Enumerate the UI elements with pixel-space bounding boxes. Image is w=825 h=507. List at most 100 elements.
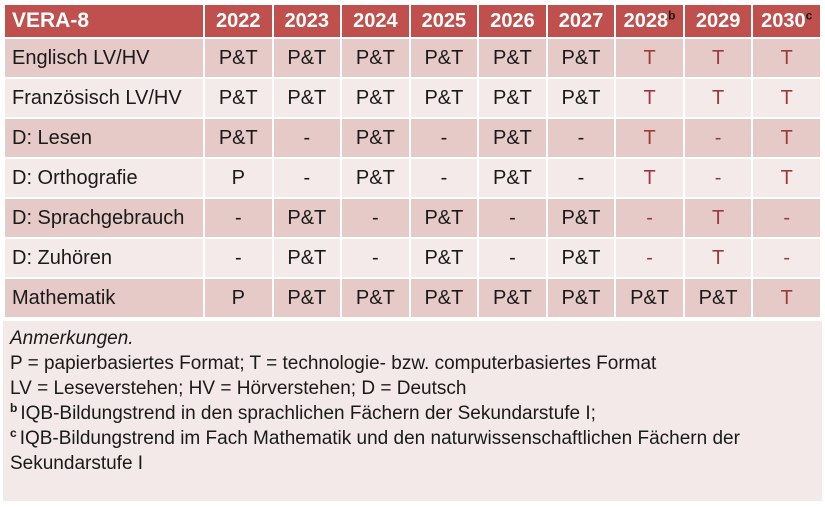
year-header-cell: 2026: [477, 3, 548, 39]
row-label-cell: D: Orthografie: [3, 157, 205, 199]
footnote-marker: c: [805, 7, 813, 22]
format-value-cell: -: [682, 117, 754, 159]
table-row: Englisch LV/HV P&T P&T P&T P&T P&T P&T T T T: [3, 37, 822, 79]
format-value-cell: -: [408, 157, 480, 199]
format-value-cell: T: [682, 77, 754, 119]
year-header-cell: 2029: [682, 3, 754, 39]
format-value-cell: P&T: [203, 77, 274, 119]
table-row: D: Lesen P&T - P&T - P&T - T - T: [3, 117, 822, 159]
format-value-cell: P&T: [545, 77, 617, 119]
format-value-cell: P&T: [271, 197, 343, 239]
table-row: D: Zuhören - P&T - P&T - P&T - T -: [3, 237, 822, 279]
note-line: P = papierbasiertes Format; T = technolo…: [10, 353, 657, 374]
format-value-cell: -: [751, 237, 822, 279]
table-row: D: Orthografie P - P&T - P&T - T - T: [3, 157, 822, 199]
format-value-cell: T: [751, 157, 822, 199]
format-value-cell: T: [682, 197, 754, 239]
row-label-cell: D: Sprachgebrauch: [3, 197, 205, 239]
footnote-marker: c: [10, 425, 17, 440]
format-value-cell: P&T: [271, 37, 343, 79]
format-value-cell: -: [203, 237, 274, 279]
format-value-cell: P&T: [271, 277, 343, 319]
format-value-cell: P&T: [477, 37, 548, 79]
note-line: c IQB-Bildungstrend im Fach Mathematik un…: [10, 425, 740, 474]
format-value-cell: -: [408, 117, 480, 159]
format-value-cell: P&T: [203, 117, 274, 159]
footnote-marker: b: [10, 400, 18, 415]
format-value-cell: -: [545, 157, 617, 199]
format-value-cell: T: [614, 157, 685, 199]
format-value-cell: P&T: [340, 117, 411, 159]
year-header-cell: 2023: [271, 3, 343, 39]
format-value-cell: P&T: [408, 277, 480, 319]
format-value-cell: T: [682, 37, 754, 79]
row-label-cell: Englisch LV/HV: [3, 37, 205, 79]
format-value-cell: P&T: [545, 237, 617, 279]
format-value-cell: -: [271, 157, 343, 199]
format-value-cell: P&T: [340, 157, 411, 199]
format-value-cell: T: [751, 117, 822, 159]
format-value-cell: -: [545, 117, 617, 159]
format-value-cell: P&T: [340, 277, 411, 319]
row-label-cell: Mathematik: [3, 277, 205, 319]
format-value-cell: -: [614, 197, 685, 239]
format-value-cell: -: [614, 237, 685, 279]
format-value-cell: T: [614, 37, 685, 79]
row-label-cell: Französisch LV/HV: [3, 77, 205, 119]
format-value-cell: -: [477, 197, 548, 239]
format-value-cell: P&T: [408, 37, 480, 79]
format-value-cell: P&T: [477, 117, 548, 159]
notes-section: Anmerkungen. P = papierbasiertes Format; …: [3, 321, 822, 501]
table-row: D: Sprachgebrauch - P&T - P&T - P&T - T -: [3, 197, 822, 239]
format-value-cell: T: [751, 37, 822, 79]
format-value-cell: P: [203, 277, 274, 319]
note-line: LV = Leseverstehen; HV = Hörverstehen; D…: [10, 378, 467, 399]
format-value-cell: P&T: [271, 237, 343, 279]
format-value-cell: P&T: [477, 277, 548, 319]
note-line: b IQB-Bildungstrend in den sprachlichen F…: [10, 400, 596, 424]
format-value-cell: P&T: [340, 77, 411, 119]
format-value-cell: -: [340, 237, 411, 279]
year-header-cell: 2030c: [751, 3, 822, 39]
row-label-cell: D: Zuhören: [3, 237, 205, 279]
footnote-marker: b: [668, 7, 676, 22]
format-value-cell: P&T: [614, 277, 685, 319]
table-title-cell: VERA-8: [3, 3, 205, 39]
format-value-cell: P&T: [408, 77, 480, 119]
format-value-cell: P&T: [477, 77, 548, 119]
format-value-cell: P&T: [340, 37, 411, 79]
row-label-cell: D: Lesen: [3, 117, 205, 159]
notes-title: Anmerkungen.: [10, 328, 134, 349]
table-row: Französisch LV/HV P&T P&T P&T P&T P&T P&T T T T: [3, 77, 822, 119]
format-value-cell: -: [477, 237, 548, 279]
format-value-cell: P: [203, 157, 274, 199]
year-header-cell: 2027: [545, 3, 617, 39]
format-value-cell: P&T: [545, 197, 617, 239]
format-value-cell: T: [614, 77, 685, 119]
format-value-cell: P&T: [408, 197, 480, 239]
format-value-cell: P&T: [477, 157, 548, 199]
format-value-cell: -: [682, 157, 754, 199]
table-header-row: VERA-8 2022 2023 2024 2025 2026 2027 2028b 2029…: [3, 3, 822, 39]
format-value-cell: P&T: [271, 77, 343, 119]
table-row: Mathematik P P&T P&T P&T P&T P&T P&T P&T T: [3, 277, 822, 319]
format-value-cell: P&T: [545, 277, 617, 319]
format-value-cell: -: [271, 117, 343, 159]
format-value-cell: -: [203, 197, 274, 239]
format-value-cell: P&T: [203, 37, 274, 79]
format-value-cell: T: [751, 277, 822, 319]
format-value-cell: P&T: [682, 277, 754, 319]
table-body: Englisch LV/HV P&T P&T P&T P&T P&T P&T T T T Franz…: [3, 37, 822, 319]
vera8-format-table: VERA-8 2022 2023 2024 2025 2026 2027 2028b 2029…: [3, 3, 822, 319]
year-header-cell: 2024: [340, 3, 411, 39]
format-value-cell: P&T: [545, 37, 617, 79]
format-value-cell: -: [340, 197, 411, 239]
year-header-cell: 2022: [203, 3, 274, 39]
format-value-cell: -: [751, 197, 822, 239]
year-header-cell: 2028b: [614, 3, 685, 39]
format-value-cell: T: [614, 117, 685, 159]
year-header-cell: 2025: [408, 3, 480, 39]
format-value-cell: T: [751, 77, 822, 119]
format-value-cell: P&T: [408, 237, 480, 279]
